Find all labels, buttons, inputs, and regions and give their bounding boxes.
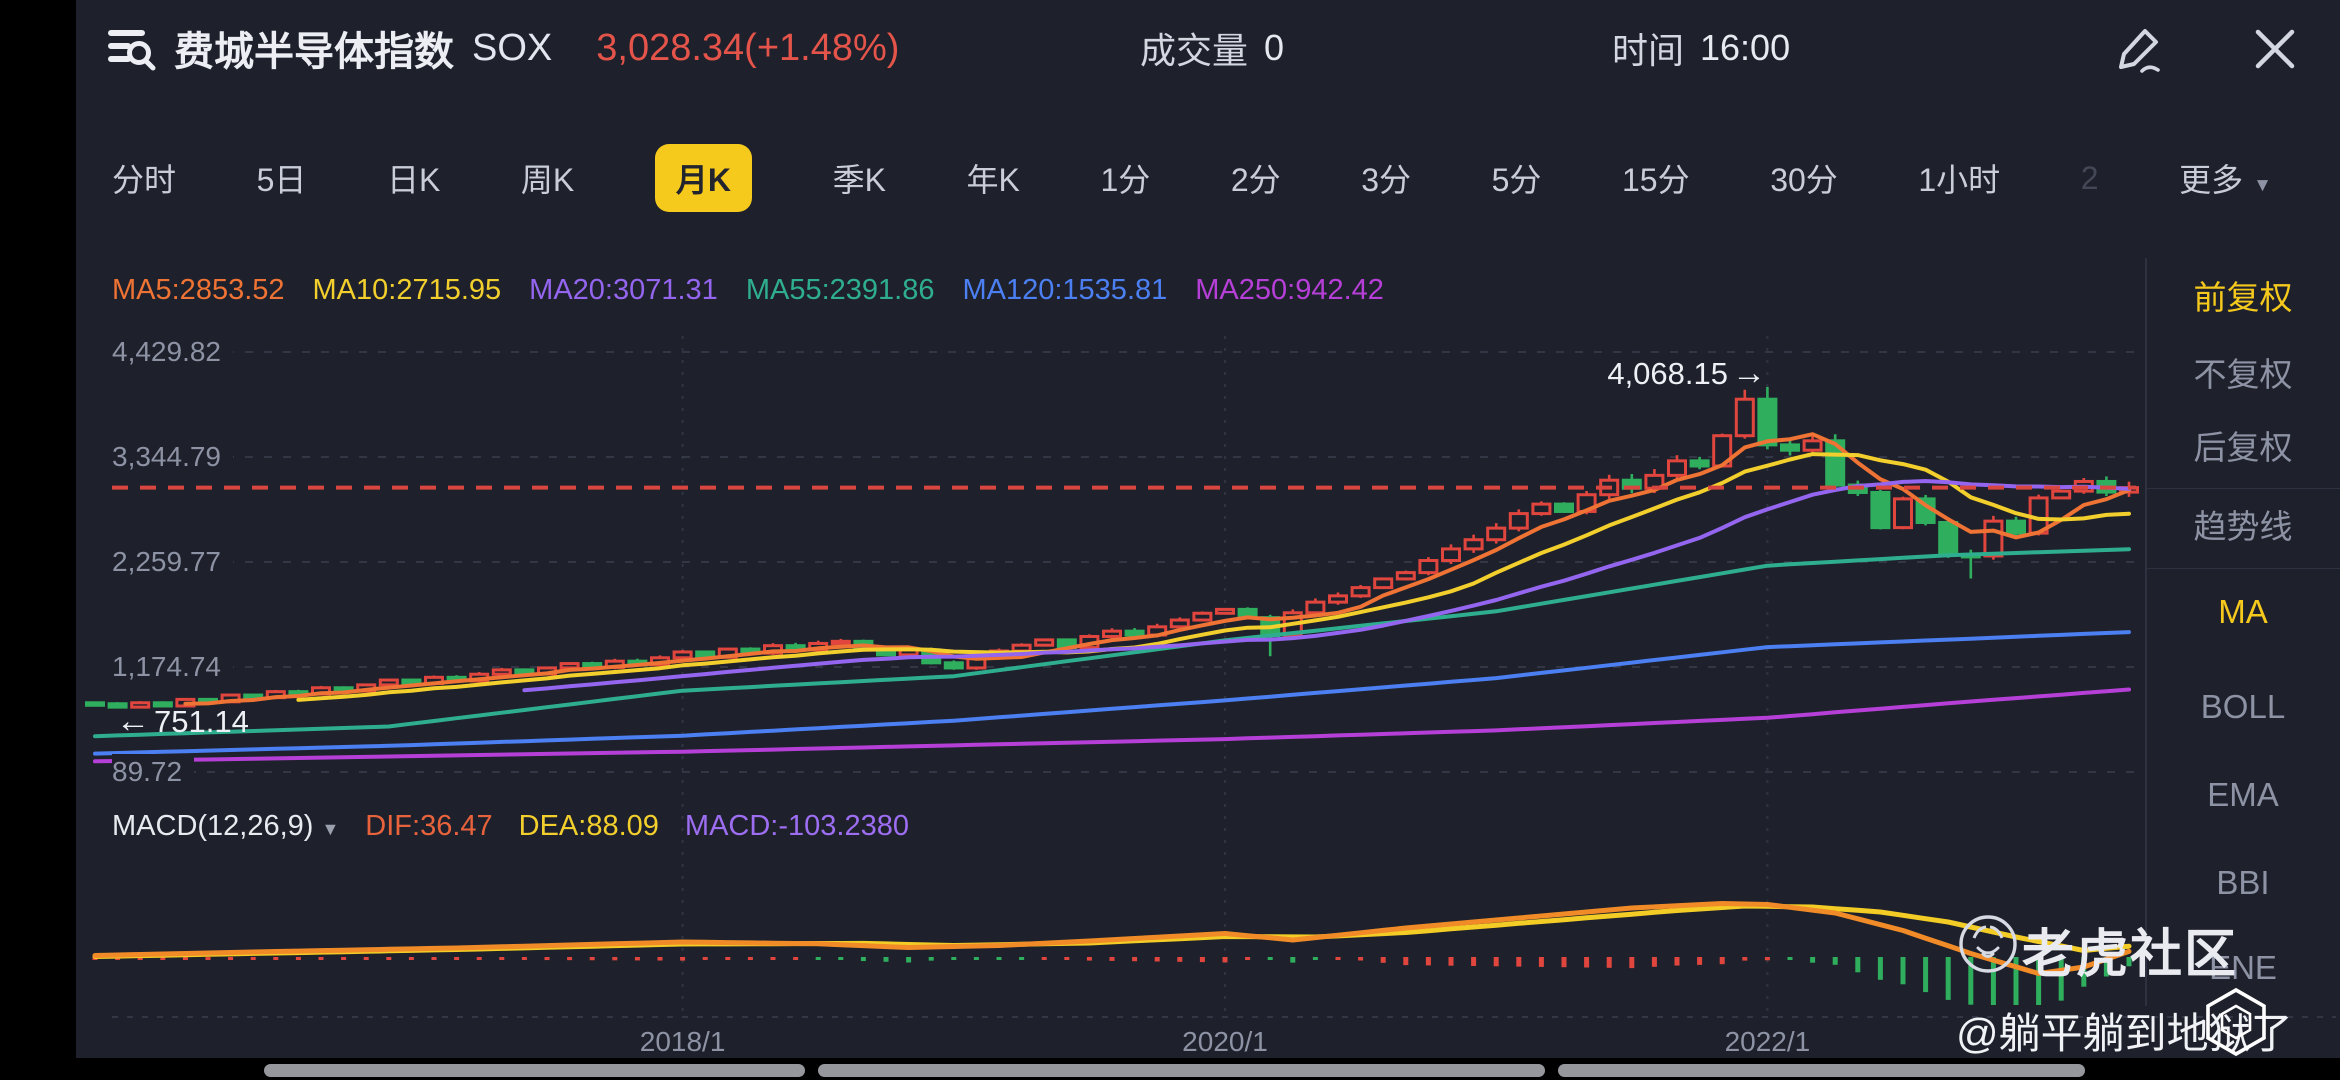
- macd-legend-item: DEA:88.09: [518, 810, 659, 842]
- time-value: 16:00: [1700, 27, 1791, 68]
- chevron-down-icon: ▼: [2253, 175, 2272, 196]
- tab-年K[interactable]: 年K: [966, 162, 1020, 198]
- tiger-community-logo-icon: [1950, 906, 2026, 987]
- tab-2分[interactable]: 2分: [1230, 162, 1281, 198]
- right-arrow-icon: →: [1732, 354, 1766, 392]
- sidebar-item-前复权[interactable]: 前复权: [2193, 279, 2293, 316]
- tab-日K[interactable]: 日K: [386, 162, 441, 198]
- tab-季K[interactable]: 季K: [832, 162, 886, 198]
- volume-label: 成交量: [1140, 30, 1249, 71]
- scrubber-segment[interactable]: [818, 1064, 1545, 1077]
- ma-legend-item: MA55:2391.86: [745, 274, 935, 306]
- sidebar-item-BBI[interactable]: BBI: [2216, 864, 2270, 901]
- time-group: 时间 16:00: [1612, 0, 1790, 96]
- scrubber-segment[interactable]: [264, 1064, 805, 1077]
- sidebar-divider: [2147, 488, 2340, 489]
- tab-15分[interactable]: 15分: [1622, 162, 1690, 198]
- sidebar-item-MA[interactable]: MA: [2218, 593, 2268, 630]
- y-axis-label: 4,429.82: [112, 334, 233, 370]
- menu-search-icon[interactable]: [108, 25, 156, 71]
- sidebar-divider: [2145, 258, 2147, 1006]
- tab-周K[interactable]: 周K: [520, 162, 575, 198]
- y-axis-label: 1,174.74: [112, 649, 233, 685]
- header: 费城半导体指数 SOX 3,028.34(+1.48%): [108, 0, 899, 96]
- left-arrow-icon: ←: [116, 702, 150, 740]
- sidebar-item-不复权[interactable]: 不复权: [2193, 356, 2293, 393]
- ma-legend: MA5:2853.52 MA10:2715.95 MA20:3071.31 MA55:…: [112, 274, 1384, 307]
- y-axis-label: 3,344.79: [112, 439, 233, 475]
- sidebar-divider: [2147, 568, 2340, 569]
- ma-legend-item: MA5:2853.52: [112, 274, 285, 306]
- sidebar-item-BOLL[interactable]: BOLL: [2200, 688, 2286, 725]
- hexagon-seal-icon: [2200, 986, 2272, 1063]
- x-axis-label: 2022/1: [1724, 1026, 1811, 1057]
- x-axis-label: 2018/1: [639, 1026, 726, 1057]
- macd-name: MACD(12,26,9): [112, 810, 314, 842]
- tab-月K[interactable]: 月K: [654, 144, 752, 212]
- tab-30分[interactable]: 30分: [1770, 162, 1838, 198]
- y-axis-label: 89.72: [112, 754, 195, 790]
- x-axis-label: 2020/1: [1182, 1026, 1268, 1057]
- close-icon[interactable]: [2254, 28, 2296, 75]
- tab-5分[interactable]: 5分: [1491, 162, 1542, 198]
- volume-value: 0: [1264, 27, 1285, 68]
- ma-legend-item: MA20:3071.31: [529, 274, 718, 306]
- macd-legend-item: MACD:-103.2380: [684, 810, 909, 842]
- ma-legend-item: MA250:942.42: [1195, 274, 1384, 306]
- watermark-community: 老虎社区: [2022, 926, 2239, 984]
- tab-2[interactable]: 2: [2080, 159, 2099, 196]
- page-title: 费城半导体指数: [174, 30, 454, 74]
- tab-更多[interactable]: 更多 ▼: [2179, 162, 2272, 198]
- time-label: 时间: [1612, 30, 1685, 71]
- tab-分时[interactable]: 分时: [112, 162, 177, 198]
- tab-1分[interactable]: 1分: [1100, 162, 1151, 198]
- sidebar-item-趋势线[interactable]: 趋势线: [2193, 508, 2293, 545]
- low-price-annotation: ← 751.14: [116, 702, 249, 740]
- ma-legend-item: MA10:2715.95: [312, 274, 502, 306]
- sidebar-item-ENE[interactable]: ENE: [2209, 949, 2277, 986]
- tab-1小时[interactable]: 1小时: [1918, 162, 2001, 198]
- tab-3分[interactable]: 3分: [1361, 162, 1412, 198]
- edit-icon[interactable]: [2112, 24, 2164, 81]
- screen-notch-strip: [0, 0, 76, 1080]
- y-axis-label: 2,259.77: [112, 544, 233, 580]
- macd-selector[interactable]: MACD(12,26,9) ▼: [112, 810, 339, 843]
- scrubber-segment[interactable]: [1558, 1064, 2085, 1077]
- tab-5日[interactable]: 5日: [256, 162, 307, 198]
- sidebar-item-EMA[interactable]: EMA: [2207, 776, 2279, 813]
- bottom-scrubber: [0, 1058, 2340, 1080]
- ma-legend-item: MA120:1535.81: [962, 274, 1168, 306]
- macd-legend-item: DIF:36.47: [365, 810, 493, 842]
- watermark-username: @躺平躺到地狱了: [1956, 1010, 2293, 1057]
- symbol: SOX: [472, 26, 553, 69]
- period-tabbar: 分时 5日 日K 周K 月K 季K 年K 1分 2分 3分 5分 15分 30分 1小时 2 更多 ▼: [112, 144, 2272, 212]
- chevron-down-icon: ▼: [321, 819, 340, 839]
- macd-legend: MACD(12,26,9) ▼ DIF:36.47 DEA:88.09 MACD:-1…: [112, 810, 909, 843]
- price-change: 3,028.34(+1.48%): [596, 26, 900, 69]
- high-price-annotation: 4,068.15 →: [1607, 354, 1766, 392]
- volume-group: 成交量 0: [1140, 0, 1284, 96]
- sidebar-item-后复权[interactable]: 后复权: [2193, 429, 2293, 466]
